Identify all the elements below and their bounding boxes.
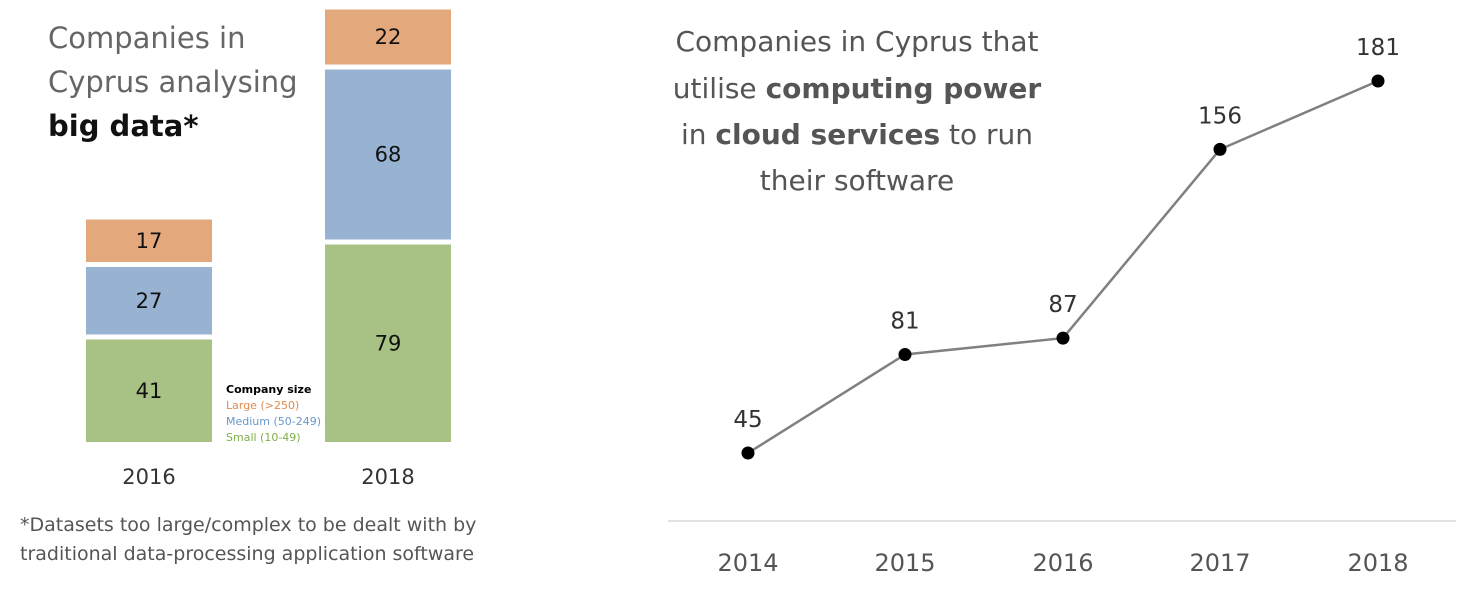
line-x-tick-label: 2018 bbox=[1347, 549, 1408, 577]
legend-item-large: Large (>250) bbox=[226, 399, 299, 412]
line-chart-x-axis: 2014 2015 2016 2017 2018 bbox=[717, 549, 1408, 577]
bar-segment-2016-large bbox=[86, 219, 212, 262]
line-point-2017 bbox=[1213, 142, 1227, 156]
legend-item-medium: Medium (50-249) bbox=[226, 415, 321, 428]
title-text: utilise bbox=[673, 72, 766, 105]
line-value-label: 81 bbox=[890, 309, 919, 335]
line-point-2015 bbox=[898, 348, 912, 362]
title-text: Companies in Cyprus that bbox=[675, 25, 1038, 58]
footnote-line-2: traditional data-processing application … bbox=[20, 543, 474, 565]
bar-value-label: 68 bbox=[375, 143, 402, 167]
title-text: in bbox=[681, 118, 715, 151]
bar-value-label: 79 bbox=[375, 331, 402, 355]
title-text: to run bbox=[940, 118, 1033, 151]
bar-category-label: 2016 bbox=[122, 465, 175, 489]
line-x-tick-label: 2014 bbox=[717, 549, 778, 577]
bar-title-line-1: Companies in bbox=[48, 21, 245, 55]
line-title-line-1: Companies in Cyprus that bbox=[675, 25, 1038, 58]
bar-chart-legend: Company size Large (>250) Medium (50-249… bbox=[226, 383, 321, 444]
title-emphasis: cloud services bbox=[715, 118, 940, 151]
bar-segment-2018-medium bbox=[325, 69, 451, 240]
line-title-line-3: in cloud services to run bbox=[681, 118, 1033, 151]
line-value-label: 87 bbox=[1048, 292, 1077, 318]
line-chart-title: Companies in Cyprus that utilise computin… bbox=[673, 25, 1042, 197]
line-value-label: 181 bbox=[1356, 35, 1400, 61]
bar-segment-2018-large bbox=[325, 9, 451, 65]
bar-chart-title: Companies in Cyprus analysing big data* bbox=[48, 21, 298, 143]
bar-segment-2016-medium bbox=[86, 267, 212, 335]
line-title-line-2: utilise computing power bbox=[673, 72, 1042, 105]
line-point-2018 bbox=[1371, 74, 1385, 88]
line-point-2014 bbox=[741, 446, 755, 460]
bar-value-label: 27 bbox=[136, 289, 163, 313]
bar-title-line-2: Cyprus analysing bbox=[48, 65, 298, 99]
bar-value-label: 41 bbox=[136, 379, 163, 403]
bar-value-label: 17 bbox=[136, 229, 163, 253]
bar-value-label: 22 bbox=[375, 25, 402, 49]
bar-chart-x-axis: 2016 2018 bbox=[122, 465, 414, 489]
bar-segment-2016-small bbox=[86, 339, 212, 442]
line-x-tick-label: 2015 bbox=[874, 549, 935, 577]
bar-chart-bars: 41 27 17 79 68 22 bbox=[86, 9, 451, 442]
bar-title-line-3: big data* bbox=[48, 109, 198, 143]
line-value-label: 45 bbox=[733, 407, 762, 433]
title-text: their software bbox=[760, 164, 954, 197]
line-chart-series: 45 81 87 156 181 bbox=[733, 35, 1400, 460]
line-title-line-4: their software bbox=[760, 164, 954, 197]
line-value-label: 156 bbox=[1198, 103, 1242, 129]
line-x-tick-label: 2016 bbox=[1032, 549, 1093, 577]
title-emphasis: computing power bbox=[766, 72, 1042, 105]
line-point-2016 bbox=[1056, 331, 1070, 345]
legend-title: Company size bbox=[226, 383, 311, 396]
bar-segment-2018-small bbox=[325, 244, 451, 442]
bar-category-label: 2018 bbox=[361, 465, 414, 489]
footnote-line-1: *Datasets too large/complex to be dealt … bbox=[20, 514, 476, 536]
line-x-tick-label: 2017 bbox=[1189, 549, 1250, 577]
bar-chart-footnote: *Datasets too large/complex to be dealt … bbox=[20, 514, 476, 565]
legend-item-small: Small (10-49) bbox=[226, 431, 301, 444]
